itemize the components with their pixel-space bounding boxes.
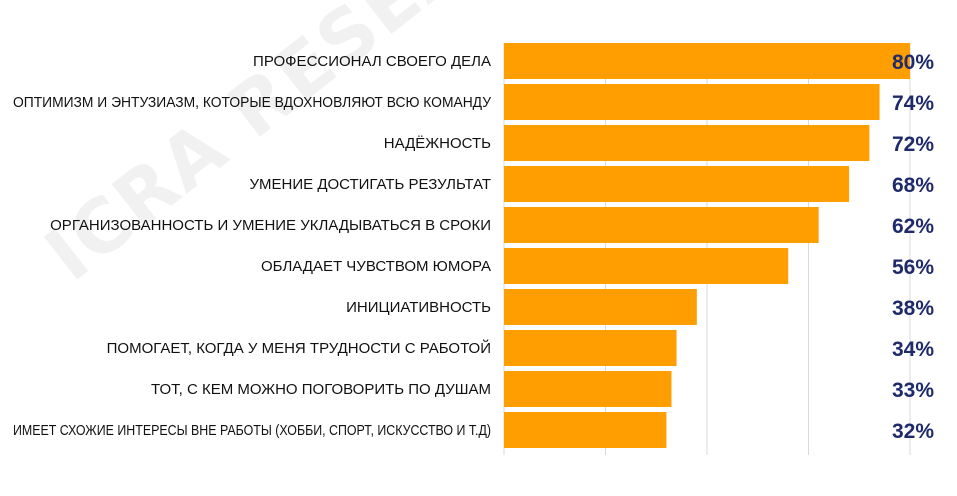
value-label: 80% xyxy=(892,51,934,74)
value-label: 33% xyxy=(892,379,934,402)
category-label: НАДЁЖНОСТЬ xyxy=(384,135,491,152)
value-label: 38% xyxy=(892,297,934,320)
category-label: ПРОФЕССИОНАЛ СВОЕГО ДЕЛА xyxy=(253,53,491,70)
value-label: 72% xyxy=(892,133,934,156)
bar xyxy=(504,43,910,79)
bar xyxy=(504,84,880,120)
value-label: 68% xyxy=(892,174,934,197)
bar xyxy=(504,330,677,366)
category-label: ИМЕЕТ СХОЖИЕ ИНТЕРЕСЫ ВНЕ РАБОТЫ (ХОББИ,… xyxy=(13,422,491,439)
category-label: ОПТИМИЗМ И ЭНТУЗИАЗМ, КОТОРЫЕ ВДОХНОВЛЯЮ… xyxy=(13,94,491,111)
category-label: ТОТ, С КЕМ МОЖНО ПОГОВОРИТЬ ПО ДУШАМ xyxy=(151,381,491,398)
bar xyxy=(504,289,697,325)
value-label: 74% xyxy=(892,92,934,115)
category-labels: ПРОФЕССИОНАЛ СВОЕГО ДЕЛА ОПТИМИЗМ И ЭНТУЗ… xyxy=(13,53,491,439)
bar xyxy=(504,207,819,243)
value-label: 56% xyxy=(892,256,934,279)
category-label: УМЕНИЕ ДОСТИГАТЬ РЕЗУЛЬТАТ xyxy=(250,176,492,193)
category-label: ОБЛАДАЕТ ЧУВСТВОМ ЮМОРА xyxy=(261,258,491,275)
bar xyxy=(504,371,672,407)
value-labels: 80% 74% 72% 68% 62% 56% 38% 34% 33% 32% xyxy=(892,51,934,443)
value-label: 62% xyxy=(892,215,934,238)
bar xyxy=(504,166,850,202)
category-label: ПОМОГАЕТ, КОГДА У МЕНЯ ТРУДНОСТИ С РАБОТ… xyxy=(107,339,491,357)
category-label: ОРГАНИЗОВАННОСТЬ И УМЕНИЕ УКЛАДЫВАТЬСЯ В… xyxy=(50,217,491,234)
category-label: ИНИЦИАТИВНОСТЬ xyxy=(346,299,491,316)
bar xyxy=(504,125,870,161)
value-label: 34% xyxy=(892,338,934,361)
bars-group xyxy=(504,43,910,448)
bar xyxy=(504,412,667,448)
value-label: 32% xyxy=(892,420,934,443)
bar xyxy=(504,248,789,284)
